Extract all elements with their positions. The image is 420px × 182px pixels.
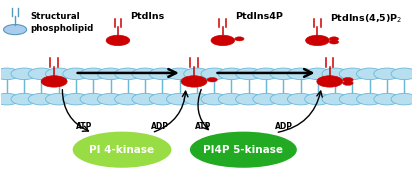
Circle shape bbox=[235, 37, 244, 41]
Circle shape bbox=[304, 68, 331, 80]
Circle shape bbox=[184, 68, 210, 80]
Circle shape bbox=[374, 93, 400, 105]
Text: PtdIns4P: PtdIns4P bbox=[235, 12, 283, 21]
Ellipse shape bbox=[190, 132, 297, 168]
Circle shape bbox=[115, 68, 141, 80]
Text: PI4P 5-kinase: PI4P 5-kinase bbox=[203, 145, 284, 155]
Text: PtdIns(4,5)P$_2$: PtdIns(4,5)P$_2$ bbox=[330, 12, 402, 25]
Circle shape bbox=[45, 68, 72, 80]
Circle shape bbox=[306, 35, 329, 46]
Circle shape bbox=[201, 93, 227, 105]
Text: Structural
phospholipid: Structural phospholipid bbox=[31, 12, 94, 33]
Circle shape bbox=[329, 40, 339, 44]
Circle shape bbox=[149, 93, 176, 105]
Circle shape bbox=[218, 93, 244, 105]
Circle shape bbox=[270, 93, 297, 105]
Circle shape bbox=[343, 78, 353, 82]
Circle shape bbox=[357, 68, 383, 80]
Circle shape bbox=[41, 76, 67, 87]
Circle shape bbox=[80, 93, 106, 105]
Circle shape bbox=[304, 93, 331, 105]
Circle shape bbox=[45, 93, 72, 105]
Circle shape bbox=[211, 35, 235, 46]
Circle shape bbox=[28, 68, 55, 80]
Circle shape bbox=[322, 93, 348, 105]
Text: PtdIns: PtdIns bbox=[130, 12, 165, 21]
Circle shape bbox=[166, 68, 193, 80]
Circle shape bbox=[63, 68, 89, 80]
Circle shape bbox=[28, 93, 55, 105]
Circle shape bbox=[317, 76, 343, 87]
Circle shape bbox=[11, 93, 37, 105]
Text: ATP: ATP bbox=[76, 122, 93, 131]
Circle shape bbox=[329, 37, 339, 41]
Circle shape bbox=[253, 93, 279, 105]
Circle shape bbox=[97, 93, 124, 105]
Text: ATP: ATP bbox=[194, 122, 211, 131]
Circle shape bbox=[339, 68, 365, 80]
Circle shape bbox=[149, 68, 176, 80]
Circle shape bbox=[287, 93, 314, 105]
Circle shape bbox=[63, 93, 89, 105]
Circle shape bbox=[253, 68, 279, 80]
Circle shape bbox=[391, 68, 417, 80]
Circle shape bbox=[0, 68, 20, 80]
Circle shape bbox=[343, 81, 353, 85]
Circle shape bbox=[106, 35, 130, 46]
Circle shape bbox=[218, 68, 244, 80]
Circle shape bbox=[80, 68, 106, 80]
Text: ADP: ADP bbox=[275, 122, 293, 131]
Circle shape bbox=[270, 68, 297, 80]
Circle shape bbox=[97, 68, 124, 80]
Text: ADP: ADP bbox=[150, 122, 168, 131]
Circle shape bbox=[132, 93, 158, 105]
Circle shape bbox=[287, 68, 314, 80]
Circle shape bbox=[115, 93, 141, 105]
Circle shape bbox=[322, 68, 348, 80]
Circle shape bbox=[0, 93, 20, 105]
Circle shape bbox=[236, 93, 262, 105]
Ellipse shape bbox=[73, 132, 171, 168]
Text: PI 4-kinase: PI 4-kinase bbox=[89, 145, 155, 155]
Circle shape bbox=[391, 93, 417, 105]
Circle shape bbox=[374, 68, 400, 80]
Circle shape bbox=[132, 68, 158, 80]
Circle shape bbox=[201, 68, 227, 80]
Circle shape bbox=[166, 93, 193, 105]
Circle shape bbox=[236, 68, 262, 80]
Circle shape bbox=[11, 68, 37, 80]
Circle shape bbox=[339, 93, 365, 105]
Circle shape bbox=[207, 78, 218, 82]
Circle shape bbox=[181, 76, 207, 87]
Circle shape bbox=[184, 93, 210, 105]
Circle shape bbox=[357, 93, 383, 105]
Circle shape bbox=[4, 25, 26, 35]
